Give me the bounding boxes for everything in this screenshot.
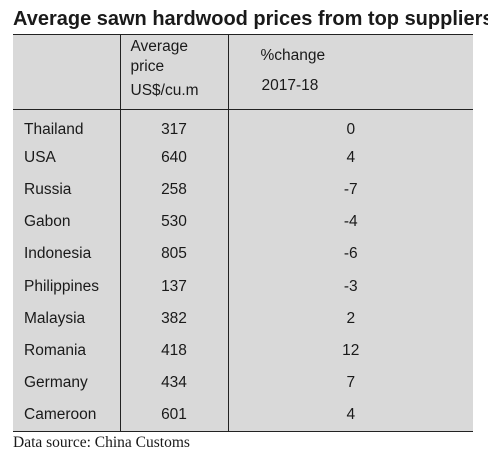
cell-price: 530 <box>119 206 229 239</box>
table-row: Germany 434 7 <box>13 367 473 400</box>
cell-change: 4 <box>346 148 356 166</box>
table-row: Russia 258 -7 <box>13 173 473 207</box>
cell-change: 4 <box>346 406 356 424</box>
cell-price: 382 <box>119 302 229 335</box>
cell-price: 640 <box>119 141 229 174</box>
header-change-line-1: %change <box>260 47 326 64</box>
cell-price: 418 <box>119 334 229 367</box>
cell-change: -6 <box>343 245 358 263</box>
table-row: Indonesia 805 -6 <box>13 238 473 271</box>
price-table-grid: Average price US$/cu.m %change 2017-18 T… <box>13 35 473 432</box>
table-row: Malaysia 382 2 <box>13 302 473 335</box>
cell-change: 2 <box>346 309 356 327</box>
cell-change: -7 <box>343 180 358 198</box>
table-row: Thailand 317 0 <box>13 109 473 142</box>
data-source-note: Data source: China Customs <box>13 434 190 451</box>
cell-change: 12 <box>342 341 360 359</box>
cell-country: USA <box>24 148 56 166</box>
cell-price: 137 <box>119 270 229 303</box>
header-country <box>13 35 120 110</box>
header-change-period: 2017-18 <box>261 77 319 94</box>
cell-country: Indonesia <box>24 245 92 263</box>
cell-country: Gabon <box>24 213 71 231</box>
cell-price: 434 <box>119 367 229 400</box>
cell-country: Russia <box>24 180 72 198</box>
cell-price: 805 <box>119 238 229 271</box>
header-price-line-1: Average <box>130 38 188 55</box>
cell-change: 0 <box>346 120 356 138</box>
table-row: Philippines 137 -3 <box>13 270 473 303</box>
header-price-line-2: price <box>130 58 165 75</box>
cell-country: Germany <box>24 374 88 392</box>
cell-country: Thailand <box>24 120 84 138</box>
cell-change: -4 <box>343 213 358 231</box>
cell-change: 7 <box>346 374 356 392</box>
table-row: Cameroon 601 4 <box>13 399 473 432</box>
cell-price: 258 <box>119 173 229 207</box>
cell-country: Romania <box>24 341 87 359</box>
price-table: Average price US$/cu.m %change 2017-18 T… <box>13 34 473 432</box>
table-row: Gabon 530 -4 <box>13 206 473 239</box>
cell-country: Malaysia <box>24 309 86 327</box>
cell-change: -3 <box>343 277 358 295</box>
table-row: USA 640 4 <box>13 141 473 174</box>
cell-country: Philippines <box>24 277 99 295</box>
cell-country: Cameroon <box>24 406 97 424</box>
table-row: Romania 418 12 <box>13 334 473 367</box>
table-body: Thailand 317 0 USA 640 4 Russia 258 -7 Gabon 530 -4… <box>13 109 473 432</box>
header-percent-change: %change 2017-18 <box>228 35 473 110</box>
table-header-row: Average price US$/cu.m %change 2017-18 <box>13 35 473 110</box>
cell-price: 317 <box>119 109 229 142</box>
page-title: Average sawn hardwood prices from top su… <box>13 8 488 30</box>
header-average-price: Average price US$/cu.m <box>119 35 229 110</box>
cell-price: 601 <box>119 399 229 432</box>
header-price-unit: US$/cu.m <box>130 82 199 99</box>
